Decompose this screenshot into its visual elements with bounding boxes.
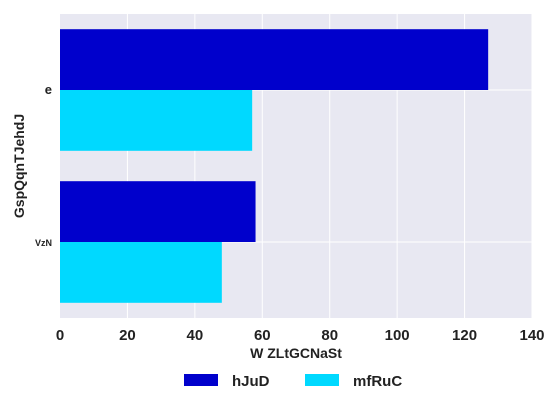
legend-label-hJuD: hJuD (232, 373, 270, 390)
bar-hJuD-VzN (60, 181, 256, 242)
x-tick-label: 80 (321, 327, 338, 344)
x-tick-label: 40 (187, 327, 204, 344)
bar-hJuD-e (60, 29, 489, 90)
x-tick-label: 140 (519, 327, 544, 344)
x-axis-title: W ZLtGCNaSt (250, 345, 342, 361)
bar-mfRuC-VzN (60, 242, 222, 303)
legend-swatch-mfRuC (305, 374, 339, 386)
y-axis-title: GspQqnTJehdJ (11, 114, 27, 218)
x-tick-label: 0 (56, 327, 64, 344)
x-ticks: 0 20 40 60 80 100 120 140 (56, 327, 545, 344)
x-tick-label: 60 (254, 327, 271, 344)
legend-swatch-hJuD (184, 374, 218, 386)
y-category-label: e (45, 82, 52, 97)
x-tick-label: 100 (385, 327, 410, 344)
x-tick-label: 120 (452, 327, 477, 344)
legend: hJuD mfRuC (184, 373, 402, 390)
y-category-labels: e VzN (35, 82, 52, 248)
legend-label-mfRuC: mfRuC (353, 373, 402, 390)
y-category-label: VzN (35, 238, 52, 248)
bars (60, 29, 489, 303)
bar-mfRuC-e (60, 90, 253, 151)
x-tick-label: 20 (119, 327, 136, 344)
